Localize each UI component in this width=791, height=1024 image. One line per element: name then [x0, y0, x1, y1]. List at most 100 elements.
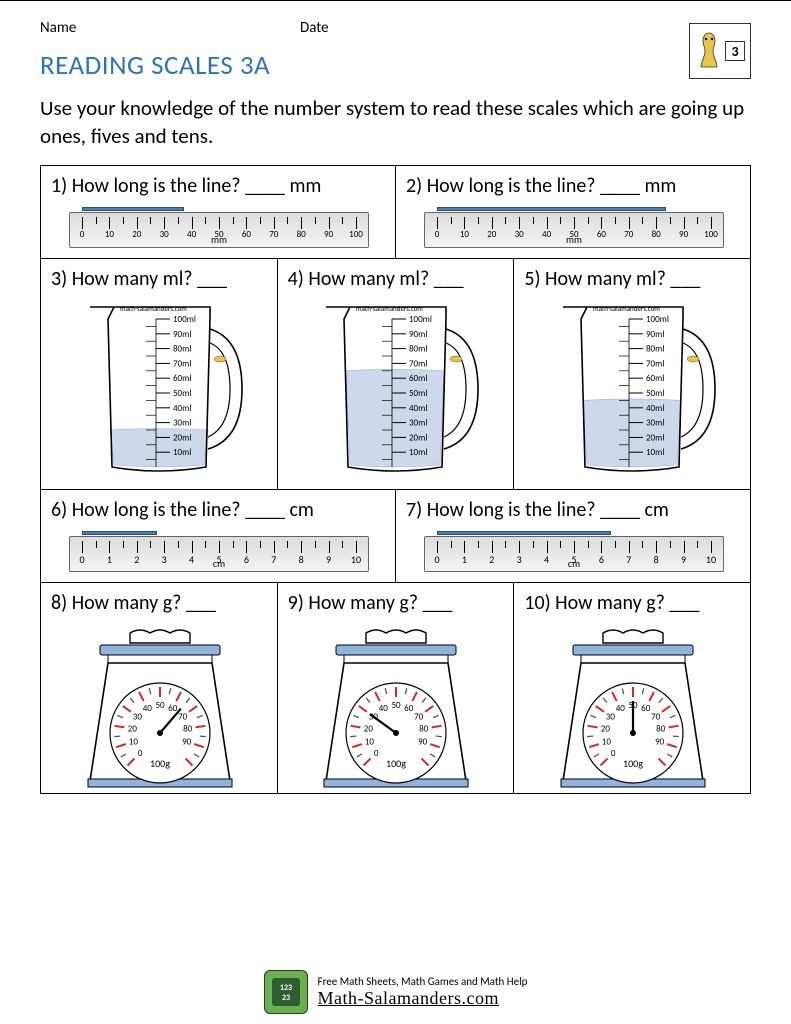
footer-tagline: Free Math Sheets, Math Games and Math He…	[318, 975, 528, 988]
svg-text:60: 60	[641, 703, 651, 714]
measuring-jug: 100ml90ml80ml70ml60ml50ml40ml30ml20ml10m…	[70, 299, 250, 479]
ruler-mm: 0102030405060708090100mm	[69, 212, 369, 248]
svg-text:10: 10	[602, 736, 612, 747]
svg-text:100g: 100g	[150, 757, 170, 770]
name-label: Name	[40, 19, 300, 37]
header-row: Name Date	[40, 19, 751, 37]
ruler-cm: 012345678910cm	[424, 536, 724, 572]
svg-text:20: 20	[601, 723, 611, 734]
svg-text:20: 20	[364, 723, 374, 734]
kitchen-scale: 0102030405060708090 100g	[296, 623, 496, 783]
grade-number: 3	[725, 41, 745, 61]
question-text: 6) How long is the line? ____ cm	[51, 498, 387, 522]
svg-text:50: 50	[155, 700, 165, 711]
svg-text:10: 10	[129, 736, 139, 747]
ruler-mm: 0102030405060708090100mm	[424, 212, 724, 248]
svg-text:20ml: 20ml	[409, 432, 427, 443]
svg-text:60ml: 60ml	[409, 373, 427, 384]
svg-text:20: 20	[128, 723, 138, 734]
svg-text:20ml: 20ml	[646, 432, 664, 443]
footer-site: Math-Salamanders.com	[318, 988, 528, 1009]
svg-text:50ml: 50ml	[646, 388, 664, 399]
svg-text:60: 60	[405, 703, 415, 714]
svg-text:90: 90	[182, 736, 192, 747]
svg-text:math-salamanders.com: math-salamanders.com	[356, 304, 423, 313]
cell-q9: 9) How many g? ___ 0102030405060708090 1…	[277, 582, 514, 793]
svg-text:100g: 100g	[387, 757, 407, 770]
kitchen-scale: 0102030405060708090 100g	[60, 623, 260, 783]
svg-text:50: 50	[392, 700, 402, 711]
question-text: 2) How long is the line? ____ mm	[406, 174, 742, 198]
svg-text:0: 0	[374, 747, 379, 758]
measuring-jug: 100ml90ml80ml70ml60ml50ml40ml30ml20ml10m…	[306, 299, 486, 479]
footer: 12323 Free Math Sheets, Math Games and M…	[0, 970, 791, 1014]
question-text: 1) How long is the line? ____ mm	[51, 174, 387, 198]
measuring-jug: 100ml 90ml 80ml 70ml 60ml 50ml 40ml 30ml 20ml 10m…	[543, 299, 723, 479]
svg-text:50ml: 50ml	[409, 388, 427, 399]
svg-text:30ml: 30ml	[409, 417, 427, 428]
svg-text:40: 40	[379, 703, 389, 714]
svg-text:90: 90	[419, 736, 429, 747]
svg-text:60ml: 60ml	[646, 373, 664, 384]
svg-text:70: 70	[178, 711, 188, 722]
svg-text:30: 30	[133, 711, 143, 722]
question-text: 8) How many g? ___	[51, 591, 269, 615]
question-text: 7) How long is the line? ____ cm	[406, 498, 742, 522]
svg-text:70ml: 70ml	[409, 358, 427, 369]
svg-text:0: 0	[138, 747, 143, 758]
svg-text:30ml: 30ml	[646, 417, 664, 428]
cell-q3: 3) How many ml? ___ 100ml90ml80ml70ml60m…	[41, 258, 278, 489]
svg-text:10ml: 10ml	[173, 447, 191, 458]
svg-text:90ml: 90ml	[409, 328, 427, 339]
cell-q6: 6) How long is the line? ____ cm 0123456…	[41, 489, 396, 582]
svg-text:10ml: 10ml	[409, 447, 427, 458]
ruler-cm: 012345678910cm	[69, 536, 369, 572]
svg-text:50ml: 50ml	[173, 388, 191, 399]
svg-text:90ml: 90ml	[646, 328, 664, 339]
svg-text:40: 40	[143, 703, 153, 714]
svg-text:100ml: 100ml	[173, 314, 196, 325]
svg-text:30ml: 30ml	[173, 417, 191, 428]
kitchen-scale: 0102030405060708090 100g	[533, 623, 733, 783]
cell-q4: 4) How many ml? ___ 100ml 90ml 80ml 70ml 60m…	[277, 258, 514, 489]
svg-text:20ml: 20ml	[173, 432, 191, 443]
svg-text:80ml: 80ml	[646, 343, 664, 354]
cell-q10: 10) How many g? ___ 0102030405060708090 …	[514, 582, 751, 793]
question-text: 10) How many g? ___	[524, 591, 742, 615]
svg-text:80: 80	[420, 723, 430, 734]
svg-text:40ml: 40ml	[173, 402, 191, 413]
svg-text:60ml: 60ml	[173, 373, 191, 384]
footer-logo: 12323	[264, 970, 308, 1014]
question-grid: 1) How long is the line? ____ mm 0102030…	[40, 165, 751, 794]
grade-badge: 3	[689, 23, 751, 79]
question-text: 3) How many ml? ___	[51, 267, 269, 291]
svg-text:40: 40	[616, 703, 626, 714]
cell-q1: 1) How long is the line? ____ mm 0102030…	[41, 165, 396, 258]
svg-text:123: 123	[279, 983, 291, 993]
svg-text:70: 70	[651, 711, 661, 722]
svg-text:math-salamanders.com: math-salamanders.com	[593, 304, 660, 313]
svg-text:10ml: 10ml	[646, 447, 664, 458]
question-text: 4) How many ml? ___	[288, 267, 506, 291]
svg-text:70ml: 70ml	[646, 358, 664, 369]
cell-q7: 7) How long is the line? ____ cm 0123456…	[395, 489, 750, 582]
salamander-icon	[695, 31, 723, 71]
svg-text:100g: 100g	[623, 757, 643, 770]
svg-text:90ml: 90ml	[173, 328, 191, 339]
svg-text:100ml: 100ml	[646, 314, 669, 325]
svg-text:100ml: 100ml	[409, 314, 432, 325]
svg-text:80: 80	[656, 723, 666, 734]
worksheet-page: Name Date 3 READING SCALES 3A Use your k…	[0, 0, 791, 804]
cell-q5: 5) How many ml? ___ 100ml 90ml 80ml 70ml 60m…	[514, 258, 751, 489]
svg-text:10: 10	[365, 736, 375, 747]
svg-text:80ml: 80ml	[173, 343, 191, 354]
svg-text:70: 70	[415, 711, 425, 722]
question-text: 9) How many g? ___	[288, 591, 506, 615]
svg-text:80ml: 80ml	[409, 343, 427, 354]
svg-text:40ml: 40ml	[646, 402, 664, 413]
question-text: 5) How many ml? ___	[524, 267, 742, 291]
svg-text:math-salamanders.com: math-salamanders.com	[120, 304, 187, 313]
page-title: READING SCALES 3A	[40, 49, 751, 82]
svg-text:23: 23	[281, 993, 289, 1003]
svg-text:0: 0	[611, 747, 616, 758]
